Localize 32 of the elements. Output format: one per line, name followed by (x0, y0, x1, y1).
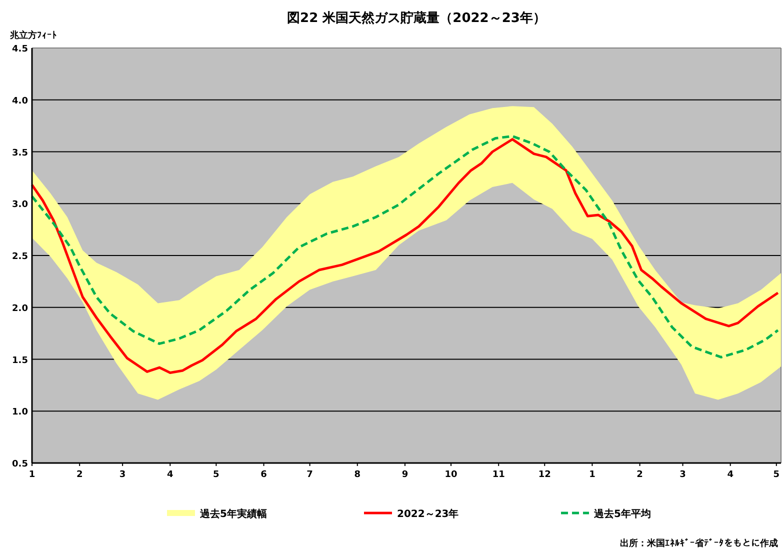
x-tick-label: 3 (119, 470, 126, 480)
y-tick-label: 0.5 (12, 460, 28, 470)
y-tick-label: 3.0 (12, 200, 28, 210)
x-tick-label: 1 (589, 470, 596, 480)
x-tick-label: 6 (260, 470, 267, 480)
x-tick-label: 10 (444, 470, 458, 480)
legend-label: 過去5年実績幅 (199, 508, 267, 520)
x-tick-label: 3 (680, 470, 686, 480)
y-tick-label: 4.5 (12, 44, 28, 54)
y-tick-label: 3.5 (12, 148, 28, 158)
x-tick-label: 5 (773, 470, 780, 480)
y-axis-title: 兆立方ﾌｨｰﾄ (9, 30, 57, 41)
x-tick-label: 1 (28, 470, 36, 480)
legend-label: 2022～23年 (397, 508, 459, 520)
x-tick-label: 2 (76, 470, 83, 480)
x-tick-label: 4 (727, 470, 734, 480)
y-tick-label: 4.0 (12, 96, 28, 106)
y-tick-label: 2.0 (12, 304, 28, 314)
legend-label: 過去5年平均 (593, 508, 651, 520)
x-tick-label: 12 (538, 470, 551, 480)
x-tick-label: 8 (354, 470, 361, 480)
y-tick-label: 1.0 (12, 408, 28, 418)
text: 出所：米国ｴﾈﾙｷﾞｰ省ﾃﾞｰﾀをもとに作成 (620, 538, 778, 549)
x-tick-label: 7 (306, 470, 313, 480)
y-tick-label: 1.5 (12, 356, 28, 366)
x-tick-label: 11 (492, 470, 505, 480)
chart-title: 図22 米国天然ガス貯蔵量（2022～23年） (287, 10, 546, 26)
x-tick-label: 5 (213, 470, 220, 480)
x-tick-label: 9 (402, 470, 408, 480)
x-tick-label: 4 (167, 470, 174, 480)
x-tick-label: 2 (636, 470, 643, 480)
y-tick-label: 2.5 (12, 252, 28, 262)
